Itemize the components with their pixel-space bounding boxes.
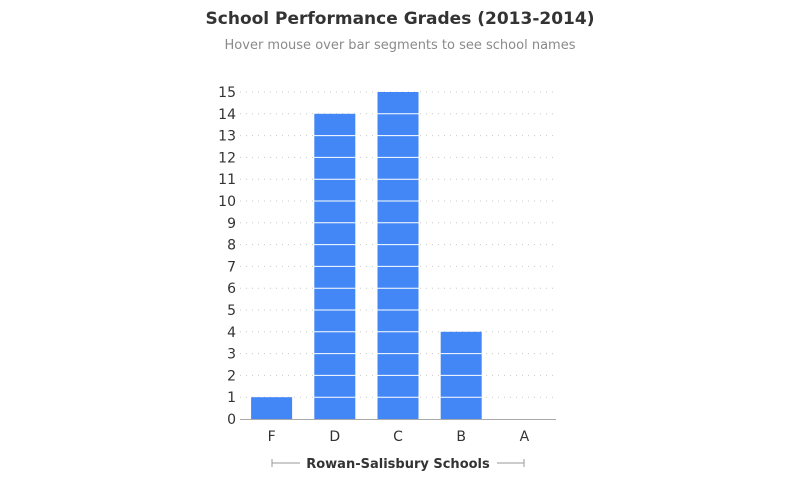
bars	[251, 92, 482, 420]
y-tick-label: 14	[218, 107, 236, 123]
y-tick-label: 13	[218, 129, 236, 145]
y-tick-label: 0	[227, 412, 236, 428]
x-tick-label: C	[393, 429, 403, 445]
x-axis-label: Rowan-Salisbury Schools	[306, 457, 490, 472]
x-tick-label: D	[329, 429, 340, 445]
bar-F[interactable]	[251, 397, 293, 419]
x-tick-label: B	[456, 429, 466, 445]
x-tick-label: F	[268, 429, 276, 445]
y-tick-label: 8	[227, 238, 236, 254]
chart-subtitle: Hover mouse over bar segments to see sch…	[224, 38, 576, 53]
y-tick-label: 10	[218, 194, 236, 210]
y-tick-label: 9	[227, 216, 236, 232]
y-tick-label: 15	[218, 85, 236, 101]
y-tick-label: 4	[227, 325, 236, 341]
y-tick-label: 7	[227, 259, 236, 275]
chart-title: School Performance Grades (2013-2014)	[205, 9, 595, 29]
y-tick-label: 3	[227, 347, 236, 363]
y-tick-label: 11	[218, 172, 236, 188]
y-tick-label: 1	[227, 390, 236, 406]
y-tick-label: 2	[227, 368, 236, 384]
x-axis-label-group: Rowan-Salisbury Schools	[271, 457, 525, 472]
y-tick-label: 12	[218, 150, 236, 166]
x-tick-label: A	[520, 429, 530, 445]
y-tick-label: 6	[227, 281, 236, 297]
y-tick-label: 5	[227, 303, 236, 319]
bar-C[interactable]	[377, 92, 419, 419]
